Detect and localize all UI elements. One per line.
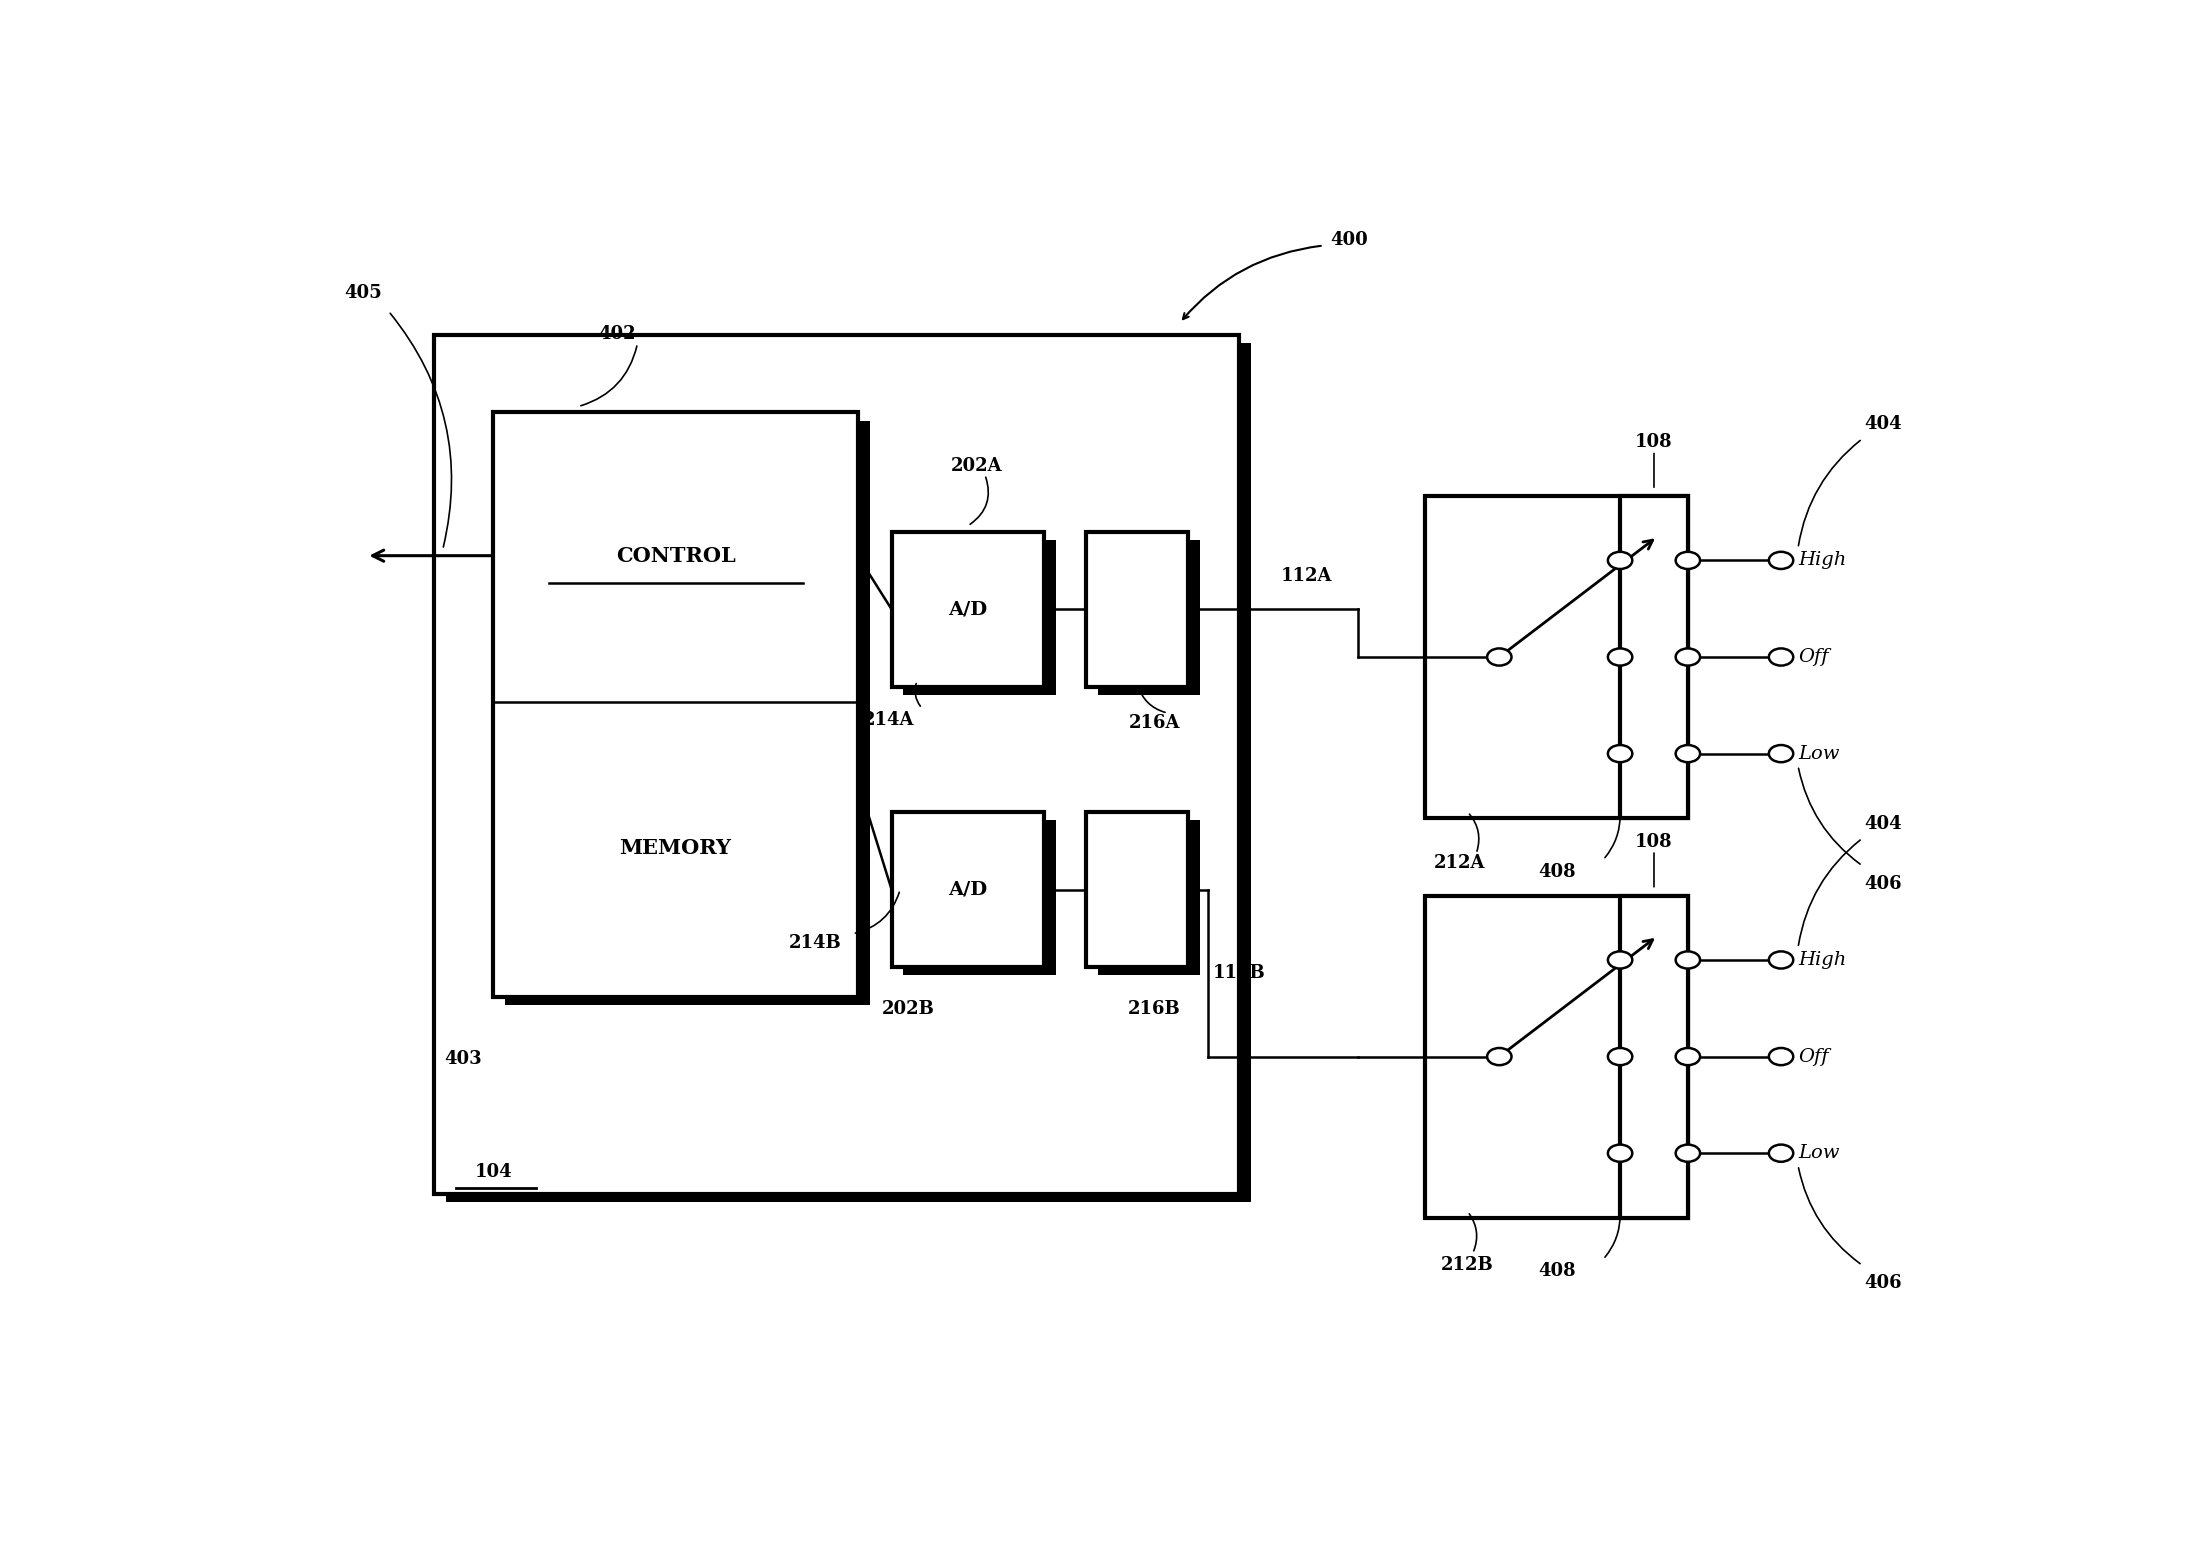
Text: 404: 404 xyxy=(1865,415,1902,434)
Text: Off: Off xyxy=(1799,647,1827,666)
Text: Low: Low xyxy=(1799,1145,1838,1162)
Circle shape xyxy=(1677,649,1701,666)
Text: 403: 403 xyxy=(444,1050,481,1067)
Circle shape xyxy=(1768,649,1793,666)
Circle shape xyxy=(1768,745,1793,762)
Bar xyxy=(446,344,1250,1202)
Circle shape xyxy=(1609,649,1633,666)
Text: 214B: 214B xyxy=(789,934,842,953)
Circle shape xyxy=(1609,551,1633,568)
Circle shape xyxy=(1768,1145,1793,1162)
Bar xyxy=(505,421,870,1005)
Bar xyxy=(1425,895,1688,1218)
Bar xyxy=(1086,812,1189,967)
Circle shape xyxy=(1609,745,1633,762)
Text: A/D: A/D xyxy=(949,601,988,618)
Bar xyxy=(903,821,1056,976)
Text: MEMORY: MEMORY xyxy=(619,838,732,858)
Text: 108: 108 xyxy=(1635,833,1672,850)
Text: 400: 400 xyxy=(1329,231,1368,248)
Text: Off: Off xyxy=(1799,1047,1827,1066)
Circle shape xyxy=(1677,551,1701,568)
Circle shape xyxy=(1677,1145,1701,1162)
Circle shape xyxy=(1609,1049,1633,1066)
Text: 408: 408 xyxy=(1537,1262,1576,1281)
Text: 404: 404 xyxy=(1865,815,1902,833)
Text: 408: 408 xyxy=(1537,863,1576,881)
Circle shape xyxy=(1486,649,1511,666)
Bar xyxy=(1620,496,1688,818)
Bar xyxy=(1425,496,1688,818)
Text: 112B: 112B xyxy=(1213,963,1266,982)
Text: 406: 406 xyxy=(1865,875,1902,892)
Circle shape xyxy=(1768,551,1793,568)
Bar xyxy=(903,541,1056,696)
Bar xyxy=(892,531,1045,686)
Circle shape xyxy=(1677,951,1701,968)
Circle shape xyxy=(1609,1145,1633,1162)
Text: 108: 108 xyxy=(1635,434,1672,451)
Text: 202B: 202B xyxy=(883,999,936,1018)
Text: 112A: 112A xyxy=(1281,567,1333,586)
Bar xyxy=(1620,895,1688,1218)
Circle shape xyxy=(1677,745,1701,762)
Bar xyxy=(494,412,857,998)
Text: 216A: 216A xyxy=(1128,714,1180,731)
Text: Low: Low xyxy=(1799,745,1838,762)
Text: CONTROL: CONTROL xyxy=(616,545,734,565)
Text: High: High xyxy=(1799,551,1847,570)
Bar xyxy=(1620,895,1688,1218)
Text: 202A: 202A xyxy=(951,457,1003,476)
Text: 405: 405 xyxy=(343,283,383,302)
Text: 104: 104 xyxy=(474,1163,512,1182)
Text: 216B: 216B xyxy=(1128,999,1180,1018)
Circle shape xyxy=(1768,951,1793,968)
Circle shape xyxy=(1677,1049,1701,1066)
Text: High: High xyxy=(1799,951,1847,970)
Bar xyxy=(435,335,1239,1194)
Text: 212A: 212A xyxy=(1434,855,1484,872)
Circle shape xyxy=(1609,951,1633,968)
Text: 212B: 212B xyxy=(1441,1256,1493,1275)
Bar xyxy=(1620,496,1688,818)
Bar xyxy=(1097,821,1200,976)
Bar xyxy=(892,812,1045,967)
Circle shape xyxy=(1768,1049,1793,1066)
Bar xyxy=(1086,531,1189,686)
Text: A/D: A/D xyxy=(949,880,988,898)
Bar xyxy=(1097,541,1200,696)
Circle shape xyxy=(1486,1049,1511,1066)
Text: 406: 406 xyxy=(1865,1275,1902,1292)
Text: 402: 402 xyxy=(599,325,636,342)
Text: 214A: 214A xyxy=(863,711,914,730)
